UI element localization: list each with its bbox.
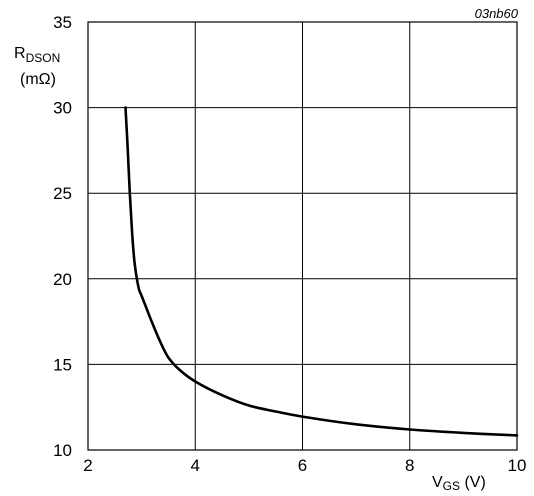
x-tick-label: 2 [83,456,92,475]
y-tick-label: 20 [53,270,72,289]
figure-id: 03nb60 [475,6,519,21]
x-tick-label: 6 [298,456,307,475]
plot-frame [87,21,518,451]
x-tick-label: 8 [405,456,414,475]
y-tick-label: 10 [53,441,72,460]
y-axis-unit: (mΩ) [20,71,56,88]
y-tick-label: 30 [53,99,72,118]
y-axis-label: RDSON [14,45,60,65]
y-tick-label: 35 [53,13,72,32]
y-tick-label: 15 [53,355,72,374]
x-tick-label: 4 [191,456,200,475]
grid [88,22,517,450]
rdson-curve [124,106,519,437]
x-axis-label: VGS (V) [432,474,486,493]
tick-labels: 2 4 6 8 10 10 15 20 25 30 35 [53,13,526,475]
y-tick-label: 25 [53,184,72,203]
x-tick-label: 10 [508,456,527,475]
